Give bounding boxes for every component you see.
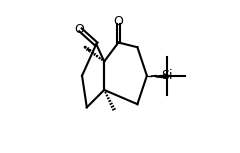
Text: O: O: [114, 15, 123, 28]
Text: Si: Si: [161, 69, 172, 82]
Text: O: O: [74, 23, 84, 36]
